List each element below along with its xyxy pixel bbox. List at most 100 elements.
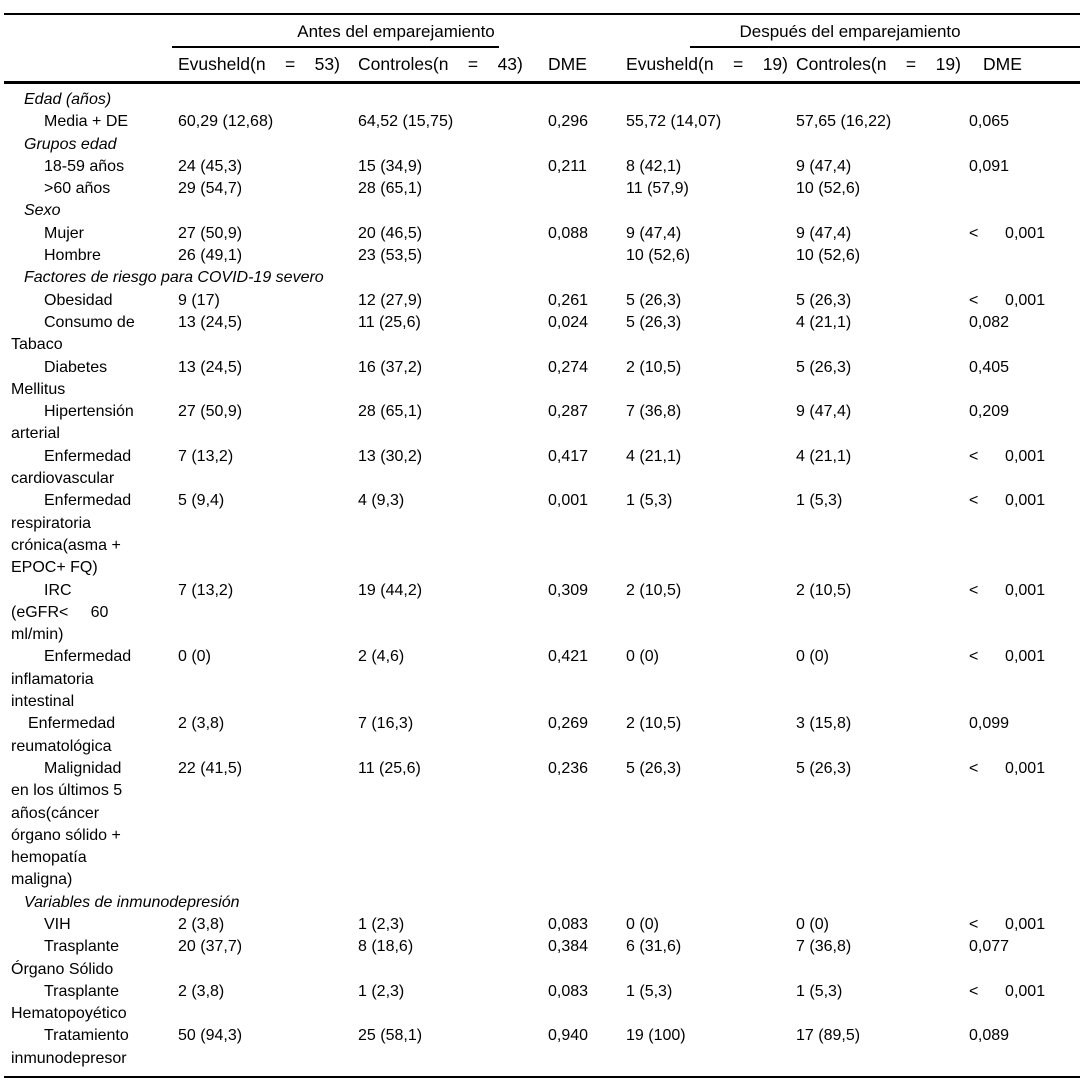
cell-value: 0,099 xyxy=(969,715,1010,733)
table-row: Media + DE 60,29 (12,68) 64,52 (15,75) 0,29… xyxy=(4,111,1080,133)
cell-value: 13 (24,5) xyxy=(178,313,243,331)
col-header-dme-before: DME xyxy=(542,48,621,84)
cell-value: 7 (13,2) xyxy=(178,581,234,599)
cell-value: 0,940 xyxy=(542,1025,621,1079)
table-row: Trasplante Hematopoyético 2 (3,8) 1 (2,3) 0… xyxy=(4,981,1080,1026)
cell-value: 9 (17) xyxy=(178,291,220,309)
cell-value: 15 (34,9) xyxy=(358,157,423,175)
cell-value: 55,72 (14,07) xyxy=(626,113,722,131)
cell-value: 0 (0) xyxy=(796,648,829,666)
cell-value: 1 (5,3) xyxy=(626,492,673,510)
cell-value: 0 (0) xyxy=(796,915,829,933)
cell-value: 0,083 xyxy=(548,982,589,1000)
cell-value: 9 (47,4) xyxy=(626,224,682,242)
cell-value: 11 (25,6) xyxy=(358,759,421,777)
cell-value xyxy=(963,245,1080,267)
cell-value: 0,309 xyxy=(548,581,589,599)
cell-value: 25 (58,1) xyxy=(352,1025,542,1079)
cell-value xyxy=(542,267,620,289)
cell-value: 5 (26,3) xyxy=(796,358,852,376)
table-row: 18-59 años 24 (45,3) 15 (34,9) 0,211 8 (42,1… xyxy=(4,156,1080,178)
cell-value xyxy=(542,134,620,156)
cell-value: 4 (9,3) xyxy=(358,492,405,510)
cell-value: 2 (10,5) xyxy=(626,581,682,599)
spanner-row: Antes del emparejamiento Después del emp… xyxy=(4,13,1081,48)
spanner-after-underline xyxy=(690,46,1081,48)
cell-value: 0,088 xyxy=(548,224,589,242)
table-row: Edad (años) xyxy=(4,83,1080,112)
cell-value: 27 (50,9) xyxy=(178,224,243,242)
spanner-before-matching: Antes del emparejamiento xyxy=(172,13,621,48)
column-header-row: Evusheld(n = 53) Controles(n = 43) DME E… xyxy=(4,48,1081,84)
cell-value xyxy=(790,83,963,112)
col-header-evusheld-before: Evusheld(n = 53) xyxy=(172,48,352,84)
cell-value: 2 (10,5) xyxy=(796,581,852,599)
row-label: 18-59 años xyxy=(44,157,125,175)
cell-value: 23 (53,5) xyxy=(358,247,423,265)
spanner-after-label: Después del emparejamiento xyxy=(739,22,961,41)
cell-value: 13 (30,2) xyxy=(358,447,423,465)
table-body: Edad (años) Media + DE 60,29 (12,68) 64,52 … xyxy=(4,83,1081,1079)
cell-value: 0,236 xyxy=(548,759,589,777)
cell-value: 10 (52,6) xyxy=(796,180,861,198)
table-row: Hipertensión arterial 27 (50,9) 28 (65,1) 0… xyxy=(4,401,1080,446)
cell-value: 0,077 xyxy=(969,938,1010,956)
cell-value: < 0,001 xyxy=(969,224,1046,242)
cell-value xyxy=(352,200,542,222)
table-row: Enfermedad reumatológica 2 (3,8) 7 (16,3) 0… xyxy=(4,713,1080,758)
cell-value: 0 (0) xyxy=(178,648,211,666)
cell-value: 19 (44,2) xyxy=(358,581,423,599)
cell-value: < 0,001 xyxy=(969,581,1046,599)
table-row: Sexo xyxy=(4,200,1080,222)
row-label: VIH xyxy=(44,915,71,933)
row-label: Media + DE xyxy=(44,113,129,131)
row-label: IRC (eGFR< 60 ml/min) xyxy=(11,581,109,644)
cell-value: 4 (21,1) xyxy=(626,447,682,465)
cell-value: 11 (57,9) xyxy=(626,180,689,198)
cell-value: 0,269 xyxy=(548,715,589,733)
cell-value xyxy=(172,134,352,156)
cell-value: 0,209 xyxy=(969,403,1010,421)
row-label: Consumo de Tabaco xyxy=(11,313,135,354)
cell-value: 19 (100) xyxy=(620,1025,791,1079)
cell-value: 5 (26,3) xyxy=(626,313,682,331)
cell-value xyxy=(790,134,963,156)
row-label: Malignidad en los últimos 5 años(cáncer … xyxy=(11,759,123,889)
row-label: Enfermedad reumatológica xyxy=(11,715,116,755)
cell-value: 2 (10,5) xyxy=(626,358,682,376)
cell-value: 17 (89,5) xyxy=(790,1025,964,1079)
cell-value: 0,287 xyxy=(548,403,589,421)
row-label: Hombre xyxy=(44,247,101,265)
cell-value xyxy=(790,200,963,222)
cell-value: 60,29 (12,68) xyxy=(178,113,274,131)
cell-value: 22 (41,5) xyxy=(178,759,243,777)
row-label: Enfermedad inflamatoria intestinal xyxy=(11,648,132,711)
cell-value: 1 (5,3) xyxy=(796,982,843,1000)
cell-value: 10 (52,6) xyxy=(796,247,861,265)
row-label: Variables de inmunodepresión xyxy=(24,893,240,911)
row-label: Enfermedad respiratoria crónica(asma + E… xyxy=(11,492,132,577)
spanner-after-matching: Después del emparejamiento xyxy=(620,13,1081,48)
table-row: Enfermedad respiratoria crónica(asma + E… xyxy=(4,490,1080,579)
cell-value: 2 (10,5) xyxy=(626,715,682,733)
cell-value: 9 (47,4) xyxy=(796,157,852,175)
cell-value xyxy=(542,200,620,222)
cell-value: 0,091 xyxy=(969,157,1010,175)
row-label: Trasplante Hematopoyético xyxy=(11,982,127,1023)
cell-value: 20 (37,7) xyxy=(178,938,243,956)
cell-value: 50 (94,3) xyxy=(172,1025,352,1079)
spanner-before-underline xyxy=(172,46,499,48)
cell-value: 0,405 xyxy=(969,358,1010,376)
cell-value: 28 (65,1) xyxy=(358,180,423,198)
cell-value: 9 (47,4) xyxy=(796,224,852,242)
cell-value: 0,384 xyxy=(548,938,589,956)
cell-value: 0,211 xyxy=(548,157,587,175)
cell-value: 0,024 xyxy=(548,313,589,331)
cell-value: 3 (15,8) xyxy=(796,715,852,733)
cell-value xyxy=(963,267,1080,289)
cell-value: 7 (36,8) xyxy=(626,403,682,421)
cell-value: 26 (49,1) xyxy=(178,247,243,265)
cell-value: 57,65 (16,22) xyxy=(796,113,892,131)
table-row: Enfermedad cardiovascular 7 (13,2) 13 (30,… xyxy=(4,446,1080,491)
